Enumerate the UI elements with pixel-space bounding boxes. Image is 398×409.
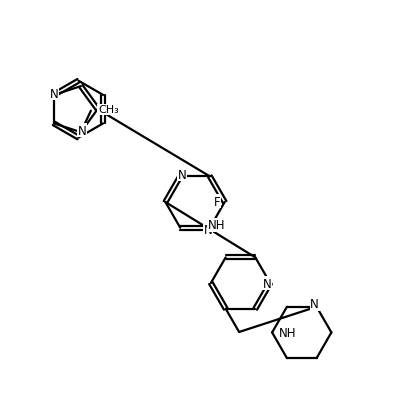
Text: F: F (214, 195, 221, 208)
Text: N: N (310, 297, 319, 310)
Text: N: N (178, 169, 187, 182)
Text: N: N (49, 88, 58, 101)
Text: CH₃: CH₃ (98, 105, 119, 115)
Text: N: N (263, 277, 271, 290)
Text: N: N (203, 224, 212, 236)
Text: N: N (78, 124, 86, 137)
Text: NH: NH (279, 326, 297, 339)
Text: NH: NH (207, 219, 225, 232)
